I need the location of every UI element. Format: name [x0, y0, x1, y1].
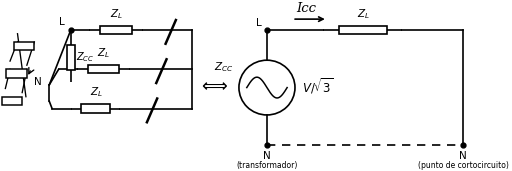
Text: $Z_L$: $Z_L$	[110, 7, 123, 21]
Text: $Z_{CC}$: $Z_{CC}$	[76, 51, 95, 64]
Text: N: N	[459, 150, 467, 161]
Text: L: L	[59, 17, 65, 27]
Text: N: N	[34, 77, 42, 87]
Bar	[88, 65, 119, 73]
Text: N: N	[263, 150, 271, 161]
Bar	[67, 45, 75, 70]
Text: (transformador): (transformador)	[236, 161, 297, 170]
Bar	[100, 26, 132, 34]
Bar	[6, 69, 27, 77]
Text: $Z_L$: $Z_L$	[97, 46, 110, 60]
Text: $Z_L$: $Z_L$	[90, 86, 102, 100]
Text: Icc: Icc	[296, 2, 316, 15]
Text: $Z_L$: $Z_L$	[357, 7, 370, 21]
Bar	[2, 97, 22, 105]
Text: L: L	[255, 18, 261, 28]
Text: (punto de cortocircuito): (punto de cortocircuito)	[418, 161, 508, 170]
Text: $Z_{CC}$: $Z_{CC}$	[214, 61, 233, 74]
Bar	[339, 26, 387, 34]
Text: $V/\sqrt{3}$: $V/\sqrt{3}$	[302, 76, 333, 96]
Bar	[81, 104, 111, 113]
Bar	[14, 42, 34, 50]
Text: $\Longleftrightarrow$: $\Longleftrightarrow$	[199, 76, 229, 94]
